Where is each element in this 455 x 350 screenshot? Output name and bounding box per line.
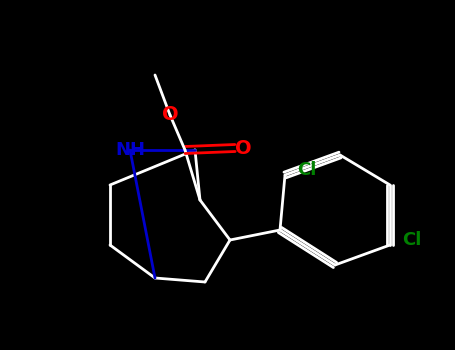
Text: Cl: Cl (297, 161, 317, 179)
Text: O: O (162, 105, 178, 125)
Text: Cl: Cl (402, 231, 422, 249)
Text: NH: NH (115, 141, 145, 159)
Text: O: O (235, 139, 251, 158)
